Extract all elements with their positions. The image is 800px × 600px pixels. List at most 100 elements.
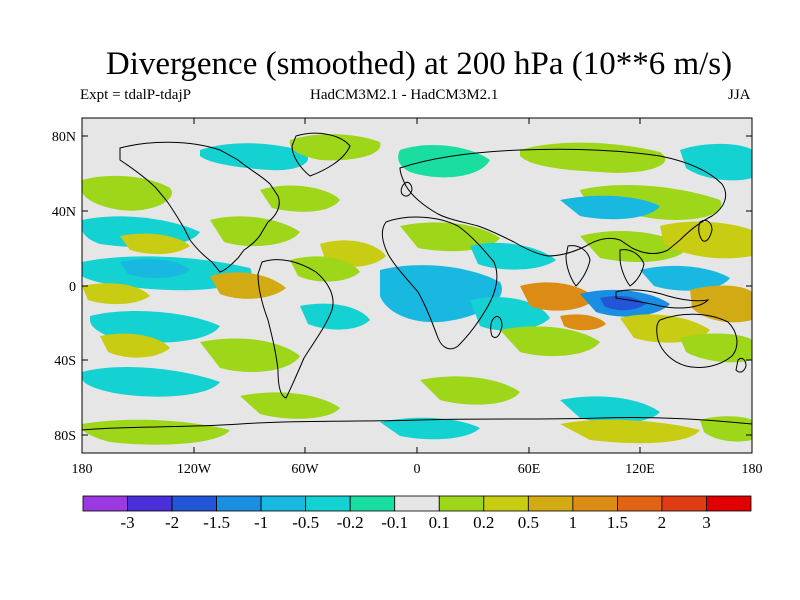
lon-label: 180 [72,462,93,477]
contour-green-arctic-na [82,175,172,211]
lat-label: 0 [69,280,76,295]
coast-eurasia [399,148,727,257]
season-label: JJA [728,87,751,103]
colorbar-swatch [127,495,173,512]
colorbar-label: 0.1 [429,513,450,532]
colorbar-label: -0.2 [337,513,364,532]
colorbar-swatch [706,495,752,512]
coast-africa [381,216,498,350]
coast-greenland [291,132,351,177]
colorbar-swatch [483,495,529,512]
lat-label: 80S [54,429,76,444]
contour-blue-wpac [640,265,730,291]
contour-cyan-antarctic [380,417,480,440]
contour-green-aus [680,333,752,363]
contour-yellow-npac [120,233,190,255]
colorbar-label: -1.5 [203,513,230,532]
contour-orange-io [520,282,596,311]
colorbar-swatch [216,495,262,512]
contour-blue-epac [120,259,190,279]
contour-yellow-spac [100,333,170,358]
colorbar-label: 1 [569,513,578,532]
contour-cyan-asia [560,195,660,220]
colorbar-swatch [661,495,707,512]
lon-label: 0 [414,462,421,477]
colorbar-swatch [394,495,440,512]
coastlines [82,132,752,431]
contour-cyan-greenland [398,145,490,178]
lat-label: 40N [52,205,76,220]
colorbar-swatch [349,495,396,512]
colorbar-swatch [572,495,618,512]
colorbar-swatch [617,495,663,512]
lat-label: 40S [54,354,76,369]
coast-se-asia [619,249,645,287]
colorbar-swatch [305,495,351,512]
coast-india [565,245,591,287]
coast-indonesia [615,289,710,309]
contour-yellow-aus [620,314,710,343]
contour-orange-io-s [560,314,606,331]
colorbar-label: 2 [658,513,667,532]
contour-cyan-so-2 [560,396,660,423]
colorbar-label: -0.5 [292,513,319,532]
figure-title: Divergence (smoothed) at 200 hPa (10**6 … [105,46,733,82]
colorbar-swatch [82,495,128,512]
contour-cyan-arctic [200,143,309,171]
colorbar-swatch [527,495,574,512]
contour-green-siberia [520,142,666,173]
contour-green-arctic [289,134,381,161]
contour-yellow-antarctic [560,419,700,444]
contour-yellow-cpac [82,283,150,305]
lat-label: 80N [52,130,76,145]
colorbar-swatch [260,495,307,512]
colorbar-labels: -3 -2 -1.5 -1 -0.5 -0.2 -0.1 0.1 0.2 0.5 1 1.5 2 3 [120,513,710,532]
contour-blue-africa [380,265,502,323]
coast-antarctica [82,416,752,431]
lon-label: 120E [625,462,655,477]
lon-label: 60E [518,462,541,477]
contour-orange-cpac [210,272,286,299]
contour-green-spac [200,338,300,372]
contour-cyan-mideast [470,242,556,270]
contour-green-io-s [500,326,600,357]
lat-tick-marks [82,135,752,436]
colorbar-label: 1.5 [607,513,628,532]
colorbar [82,495,752,512]
contour-green-so-2 [420,376,520,405]
contour-green-tropic-atl [290,256,360,282]
coast-madagascar [490,315,503,339]
contour-green-us [210,216,300,247]
colorbar-label: -2 [165,513,179,532]
experiment-label: Expt = tdalP-tdajP [80,87,191,103]
coast-nz [735,357,747,373]
coast-north-america [119,141,280,273]
lon-label: 120W [177,462,212,477]
contour-cyan-so [82,367,220,397]
lon-label: 180 [742,462,763,477]
contour-darkblue-maritime [600,296,646,311]
contour-cyan-satl [300,303,370,330]
divergence-contours [82,134,752,445]
colorbar-label: -1 [254,513,268,532]
contour-yellow-wpac [660,221,752,259]
colorbar-label: 0.5 [518,513,539,532]
colorbar-label: 3 [702,513,711,532]
colorbar-label: -0.1 [381,513,408,532]
models-label: HadCM3M2.1 - HadCM3M2.1 [310,87,499,103]
colorbar-label: 0.2 [473,513,494,532]
contour-green-so-1 [240,392,340,419]
coast-australia [656,313,738,369]
colorbar-swatch [438,495,485,512]
contour-green-sahara [400,222,500,252]
lon-tick-marks [81,118,753,453]
coast-japan [698,219,713,242]
contour-cyan-pacific-n [680,143,752,181]
coast-south-america [257,259,334,399]
colorbar-swatch [171,495,217,512]
coast-uk [400,181,413,197]
colorbar-label: -3 [120,513,134,532]
contour-green-atlantic-n [260,185,340,212]
lon-label: 60W [291,462,319,477]
